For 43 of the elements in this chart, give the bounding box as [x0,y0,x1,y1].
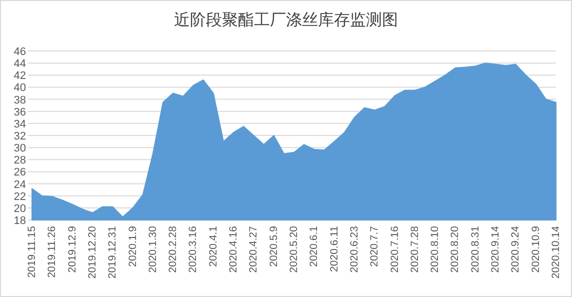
x-tick-label: 2020.9.14 [490,226,502,273]
x-tick-label: 2020.10.14 [550,226,562,279]
x-tick-label: 2020.6.23 [348,226,360,273]
y-tick-label: 42 [14,70,26,82]
y-tick-label: 34 [14,118,26,130]
y-tick-label: 28 [14,154,26,167]
x-tick-label: 2020.7.28 [408,226,421,273]
x-tick-label: 2020.8.31 [469,226,482,273]
x-tick-label: 2020.7.16 [388,226,401,273]
x-tick-label: 2020.4.1 [207,226,220,267]
y-tick-label: 44 [14,58,26,70]
y-tick-label: 36 [14,106,26,118]
x-tick-label: 2019.12.20 [86,226,98,279]
x-tick-label: 2020.1.30 [146,226,159,273]
y-tick-label: 38 [14,94,26,106]
x-tick-label: 2019.12.31 [106,226,119,279]
y-tick-label: 26 [14,166,26,179]
x-tick-label: 2020.8.10 [429,226,442,273]
x-tick-label: 2020.5.20 [288,226,300,273]
y-tick-label: 32 [14,130,26,142]
x-tick-label: 2020.6.11 [328,226,340,272]
y-tick-label: 46 [14,46,26,58]
x-tick-label: 2019.11.26 [46,226,58,278]
x-tick-label: 2020.4.27 [248,226,260,273]
x-tick-label: 2020.7.7 [368,226,381,267]
x-tick-label: 2020.9.24 [510,226,522,273]
y-tick-label: 20 [14,202,26,215]
y-tick-label: 24 [14,178,26,191]
x-tick-label: 2020.8.20 [449,226,462,273]
y-tick-label: 18 [14,215,26,227]
x-tick-label: 2020.4.16 [228,226,240,273]
x-tick-label: 2019.11.15 [26,226,38,278]
chart-title: 近阶段聚酯工厂涤丝库存监测图 [174,11,398,29]
y-tick-label: 40 [14,82,26,94]
x-tick-label: 2020.2.28 [167,226,180,273]
x-tick-label: 2020.6.1 [308,226,320,267]
y-tick-label: 30 [14,142,26,155]
x-tick-label: 2020.10.9 [530,226,542,273]
x-tick-label: 2019.12.9 [66,226,78,273]
y-tick-label: 22 [14,190,26,203]
x-tick-label: 2020.5.9 [268,226,280,267]
x-tick-label: 2020.1.9 [126,226,139,267]
x-tick-label: 2020.3.16 [187,226,200,273]
